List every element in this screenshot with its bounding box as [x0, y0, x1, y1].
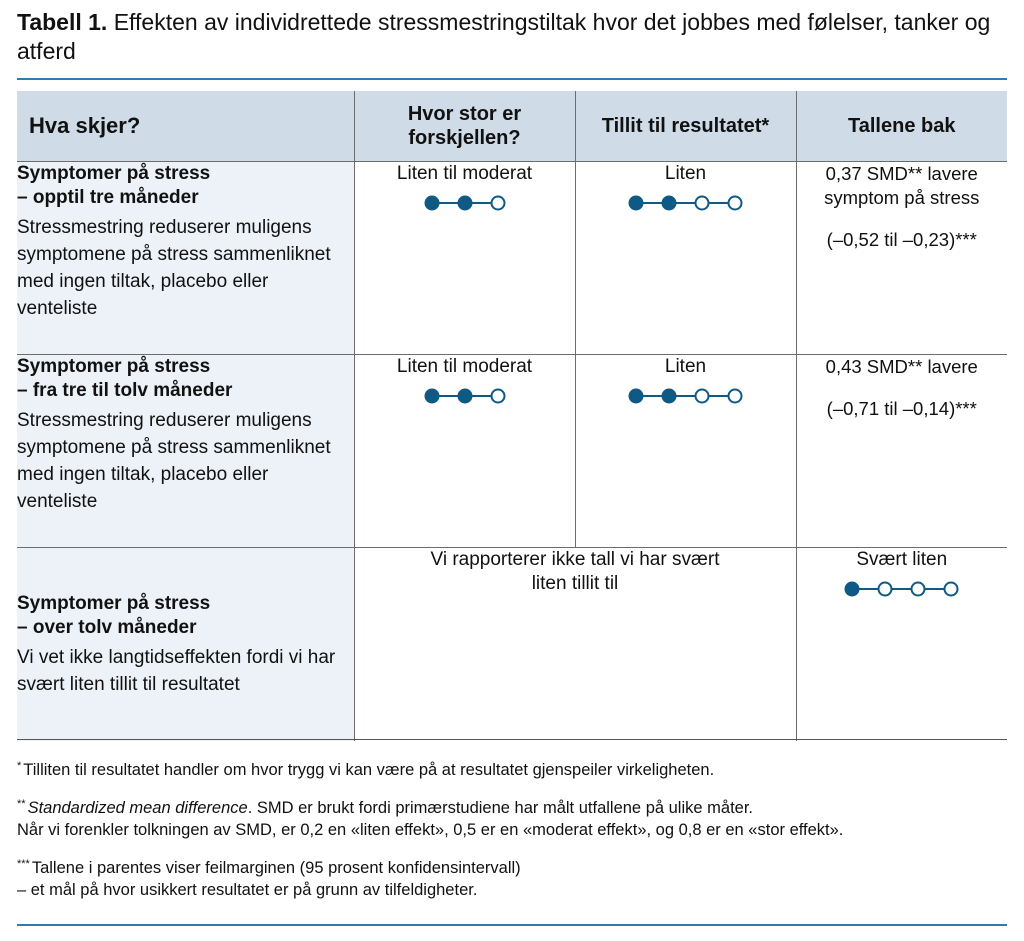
- merged-note: Vi rapporterer ikke tall vi har svært li…: [430, 549, 720, 594]
- certainty-dots: [844, 581, 959, 597]
- empty-dot-icon: [727, 388, 743, 404]
- filled-dot-icon: [424, 388, 439, 404]
- certainty-dots: [628, 195, 743, 211]
- header-row: Hva skjer? Hvor stor er forskjellen? Til…: [17, 91, 1007, 162]
- row-header: Symptomer på stress – opptil tre måneder…: [17, 161, 354, 355]
- effects-table: Hva skjer? Hvor stor er forskjellen? Til…: [17, 91, 1007, 741]
- filled-dot-icon: [424, 195, 439, 211]
- row-description: Stressmestring reduserer muligens sympto…: [17, 410, 331, 512]
- effect-size-dots: [424, 195, 505, 211]
- header-certainty: Tillit til resultatet*: [574, 91, 796, 162]
- table-row: Symptomer på stress – over tolv måneder …: [17, 547, 1007, 741]
- caption-label: Tabell 1.: [17, 9, 108, 35]
- row-title: Symptomer på stress – fra tre til tolv m…: [17, 356, 233, 401]
- table-caption: Tabell 1. Effekten av individrettede str…: [17, 8, 1007, 66]
- effect-size-label: Liten til moderat: [396, 356, 533, 377]
- footnote-2: ** Standardized mean difference. SMD er b…: [17, 798, 844, 839]
- filled-dot-icon: [844, 581, 860, 597]
- empty-dot-icon: [694, 388, 710, 404]
- certainty-dots: [628, 388, 743, 404]
- table-bottom-rule: [17, 739, 1007, 740]
- table-row: Symptomer på stress – opptil tre måneder…: [17, 161, 1007, 355]
- top-rule: [17, 78, 1007, 80]
- table-row: Symptomer på stress – fra tre til tolv m…: [17, 354, 1007, 548]
- certainty-cell: Liten: [574, 354, 796, 548]
- numbers-main: 0,43 SMD** lavere: [825, 356, 978, 377]
- empty-dot-icon: [910, 581, 926, 597]
- row-description: Stressmestring reduserer muligens sympto…: [17, 217, 331, 319]
- filled-dot-icon: [628, 195, 644, 211]
- filled-dot-icon: [661, 388, 677, 404]
- effect-size-cell: Liten til moderat: [353, 161, 575, 355]
- effect-size-label: Liten til moderat: [396, 163, 533, 184]
- empty-dot-icon: [727, 195, 743, 211]
- empty-dot-icon: [490, 388, 505, 404]
- numbers-cell: 0,43 SMD** lavere (–0,71 til –0,14)***: [795, 354, 1007, 548]
- footnote-3: *** Tallene i parentes viser feilmarginen…: [17, 858, 521, 899]
- filled-dot-icon: [457, 195, 472, 211]
- certainty-label: Liten: [664, 356, 707, 377]
- header-what: Hva skjer?: [17, 91, 354, 162]
- empty-dot-icon: [877, 581, 893, 597]
- effect-size-dots: [424, 388, 505, 404]
- numbers-cell: 0,37 SMD** lavere symptom på stress (–0,…: [795, 161, 1007, 355]
- header-size: Hvor stor er forskjellen?: [353, 91, 575, 162]
- filled-dot-icon: [661, 195, 677, 211]
- footnote-1: * Tilliten til resultatet handler om hvor…: [17, 760, 715, 779]
- row-title: Symptomer på stress – over tolv måneder: [17, 593, 211, 638]
- confidence-interval: (–0,52 til –0,23)***: [826, 229, 977, 250]
- empty-dot-icon: [490, 195, 505, 211]
- confidence-interval: (–0,71 til –0,14)***: [826, 398, 977, 419]
- filled-dot-icon: [457, 388, 472, 404]
- empty-dot-icon: [694, 195, 710, 211]
- certainty-cell: Svært liten: [795, 547, 1007, 741]
- empty-dot-icon: [943, 581, 959, 597]
- caption-text: Effekten av individrettede stressmestrin…: [17, 9, 991, 64]
- effect-size-cell: Liten til moderat: [353, 354, 575, 548]
- row-header: Symptomer på stress – fra tre til tolv m…: [17, 354, 354, 548]
- merged-note-cell: Vi rapporterer ikke tall vi har svært li…: [353, 547, 796, 741]
- numbers-main: 0,37 SMD** lavere symptom på stress: [824, 163, 980, 208]
- certainty-cell: Liten: [574, 161, 796, 355]
- bottom-rule: [17, 924, 1007, 926]
- certainty-label: Liten: [664, 163, 707, 184]
- header-numbers: Tallene bak: [795, 91, 1007, 162]
- footnotes: * Tilliten til resultatet handler om hvor…: [17, 755, 1007, 913]
- row-header: Symptomer på stress – over tolv måneder …: [17, 547, 354, 741]
- row-description: Vi vet ikke langtidseffekten fordi vi ha…: [17, 647, 336, 695]
- certainty-label: Svært liten: [856, 549, 948, 570]
- filled-dot-icon: [628, 388, 644, 404]
- row-title: Symptomer på stress – opptil tre måneder: [17, 163, 211, 208]
